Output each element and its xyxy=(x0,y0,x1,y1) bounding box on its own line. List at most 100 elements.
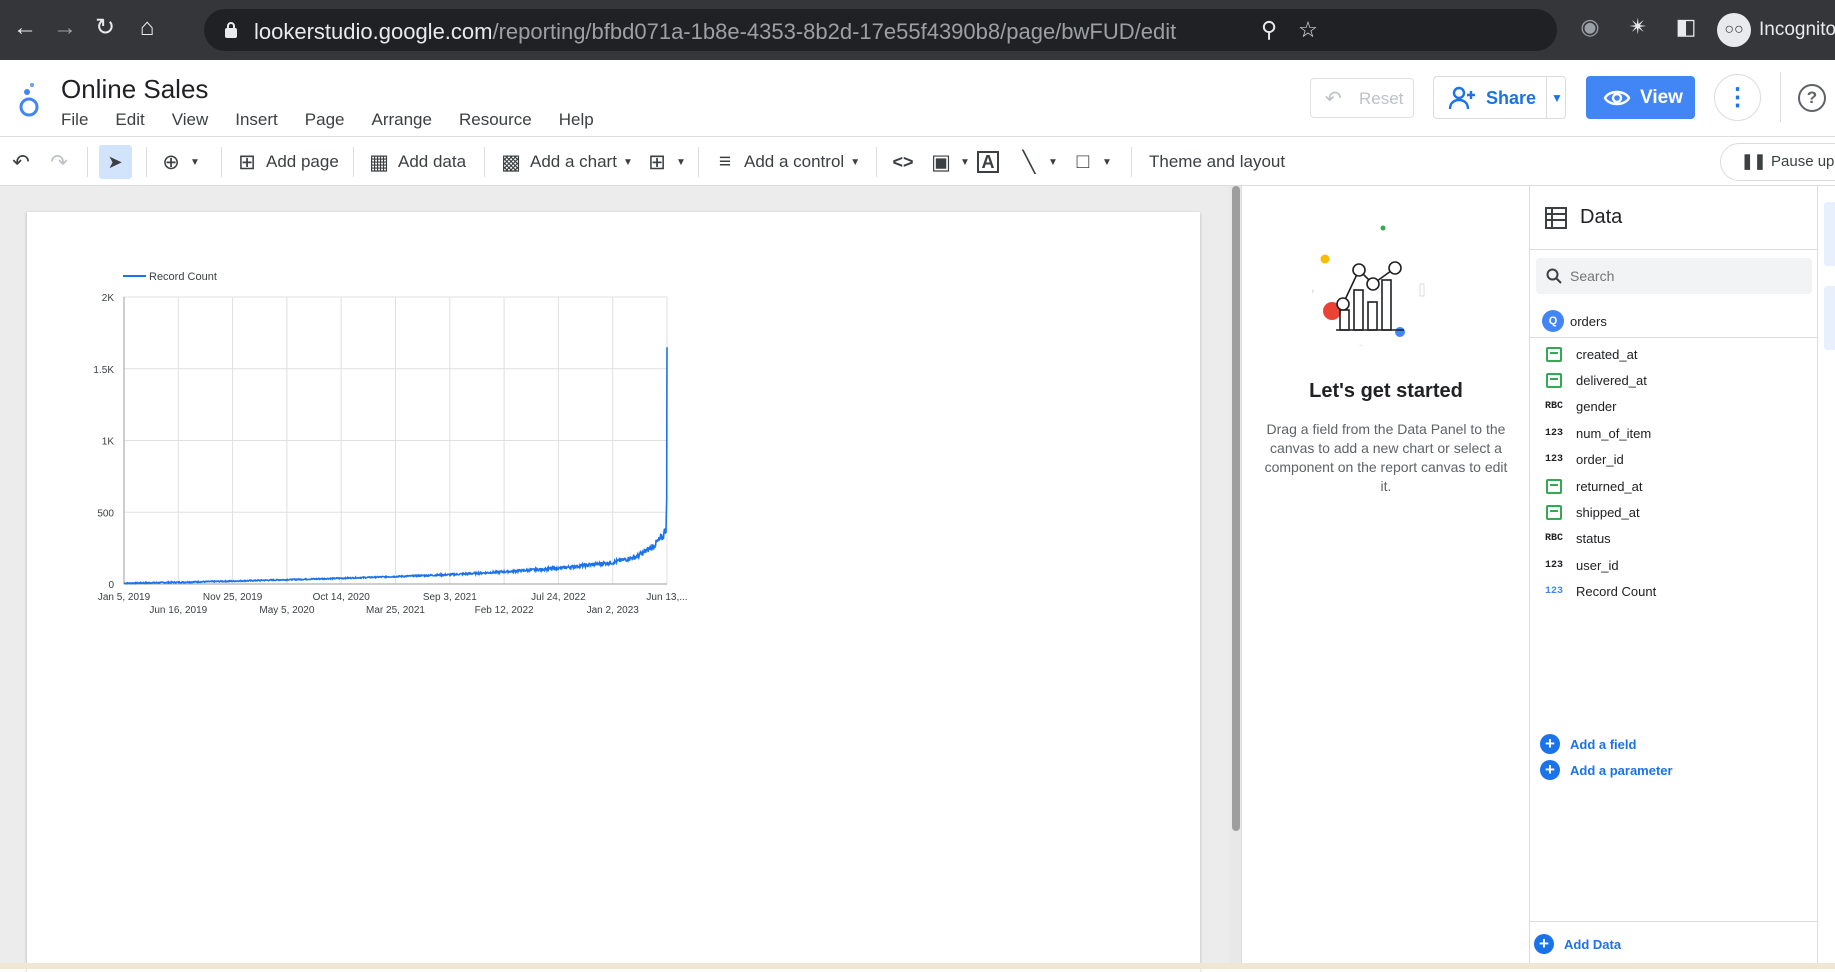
bookmark-star-icon[interactable]: ☆ xyxy=(1298,17,1318,42)
zoom-icon[interactable]: ⚲ xyxy=(1260,17,1278,42)
caret-down-icon: ▼ xyxy=(190,156,200,168)
back-icon[interactable]: ← xyxy=(13,14,37,41)
plus-icon: + xyxy=(1540,760,1560,780)
menu-file[interactable]: File xyxy=(61,110,89,129)
view-label: View xyxy=(1640,87,1683,108)
shape-tool[interactable]: □ ▼ xyxy=(1070,145,1112,179)
add-control-label: Add a control xyxy=(744,152,845,171)
field-search[interactable] xyxy=(1536,258,1812,294)
theme-layout-button[interactable]: Theme and layout xyxy=(1149,145,1285,179)
number-type-icon: 123 xyxy=(1544,559,1563,571)
pause-label: Pause upd xyxy=(1771,153,1835,170)
add-control-button[interactable]: ≡ Add a control ▼ xyxy=(712,145,860,179)
field-item[interactable]: RBC status xyxy=(1530,526,1818,552)
extensions-icon[interactable]: ✴ xyxy=(1628,14,1648,39)
toolbar-divider xyxy=(146,147,147,177)
menu-view[interactable]: View xyxy=(171,110,209,129)
share-button[interactable]: Share ▼ xyxy=(1433,76,1566,119)
caret-down-icon: ▼ xyxy=(1048,156,1058,168)
line-tool[interactable]: ╲ ▼ xyxy=(1016,145,1058,179)
more-options-icon[interactable]: ⋮ xyxy=(1714,74,1761,121)
add-data-button[interactable]: ▦ Add data xyxy=(366,145,466,179)
field-item[interactable]: shipped_at xyxy=(1530,499,1818,525)
time-series-chart[interactable]: 0 500 1K 1.5K 2K Jan 5, 2019 Jun 16, 2019 Nov 2… xyxy=(87,262,827,682)
field-item[interactable]: 123 Record Count xyxy=(1530,579,1818,605)
field-item[interactable]: 123 user_id xyxy=(1530,552,1818,578)
menu-page[interactable]: Page xyxy=(304,110,345,129)
incognito-profile[interactable]: ○○ Incognito xyxy=(1717,12,1835,48)
x-tick-label: Jul 24, 2022 xyxy=(531,592,586,603)
rectangle-icon: □ xyxy=(1076,150,1090,173)
y-tick-label: 1.5K xyxy=(93,365,114,376)
address-bar[interactable]: lookerstudio.google.com/reporting/bfbd07… xyxy=(204,9,1557,51)
zoom-tool[interactable]: ⊕ ▼ xyxy=(158,145,200,179)
url-text[interactable]: lookerstudio.google.com/reporting/bfbd07… xyxy=(254,19,1177,44)
home-icon[interactable]: ⌂ xyxy=(139,14,155,41)
reload-icon[interactable]: ↻ xyxy=(94,14,116,41)
undo-icon[interactable]: ↶ xyxy=(12,150,30,174)
data-source-item[interactable]: Q orders xyxy=(1530,308,1818,338)
embed-code-icon[interactable]: <> xyxy=(892,151,914,172)
line-icon: ╲ xyxy=(1022,150,1036,174)
caret-down-icon: ▼ xyxy=(960,156,970,168)
caret-down-icon: ▼ xyxy=(622,156,633,168)
field-item[interactable]: 123 num_of_item xyxy=(1530,420,1818,446)
camera-icon[interactable]: ◉ xyxy=(1580,14,1600,39)
select-tool-button[interactable] xyxy=(99,145,132,179)
zoom-in-icon: ⊕ xyxy=(162,150,180,174)
field-name: gender xyxy=(1576,399,1617,415)
redo-icon[interactable]: ↷ xyxy=(50,150,68,174)
window-bottom-edge xyxy=(0,963,1835,969)
add-chart-label: Add a chart xyxy=(530,152,617,171)
profile-label: Incognito xyxy=(1759,19,1835,40)
help-icon[interactable]: ? xyxy=(1798,84,1826,112)
add-parameter-button[interactable]: + Add a parameter xyxy=(1540,757,1673,783)
number-type-icon: 123 xyxy=(1544,586,1563,598)
menu-edit[interactable]: Edit xyxy=(115,110,145,129)
forward-icon[interactable]: → xyxy=(53,14,77,41)
field-item[interactable]: RBC gender xyxy=(1530,394,1818,420)
menu-arrange[interactable]: Arrange xyxy=(371,110,432,129)
panel-tab[interactable] xyxy=(1824,202,1835,266)
plus-icon: + xyxy=(1540,734,1560,754)
image-tool[interactable]: ▣ ▼ xyxy=(928,145,970,179)
y-tick-label: 2K xyxy=(102,293,115,304)
toolbar-divider xyxy=(1131,147,1132,177)
view-button[interactable]: View xyxy=(1586,76,1695,119)
editor-toolbar: ↶ ↷ ➤ ⊕ ▼ ⊞ Add page ▦ Add data ▩ Add a char… xyxy=(0,136,1835,186)
reset-button[interactable]: ↶ Reset xyxy=(1310,78,1414,118)
canvas-scrollbar-thumb[interactable] xyxy=(1232,186,1240,831)
pause-updates-button[interactable]: ❚❚Pause upd xyxy=(1720,143,1835,181)
field-name: user_id xyxy=(1576,557,1619,573)
y-tick-label: 1K xyxy=(102,437,115,448)
x-tick-label: Jan 5, 2019 xyxy=(98,592,151,603)
field-name: status xyxy=(1576,531,1611,547)
report-page[interactable]: 0 500 1K 1.5K 2K Jan 5, 2019 Jun 16, 2019 Nov 2… xyxy=(27,212,1200,972)
menu-help[interactable]: Help xyxy=(558,110,594,129)
calendar-icon xyxy=(1546,478,1562,494)
menu-insert[interactable]: Insert xyxy=(235,110,278,129)
menu-resource[interactable]: Resource xyxy=(458,110,532,129)
search-input[interactable] xyxy=(1570,265,1800,287)
data-panel-header: Data xyxy=(1530,186,1818,250)
add-page-button[interactable]: ⊞ Add page xyxy=(234,145,339,179)
eye-icon xyxy=(1603,90,1631,106)
toolbar-divider xyxy=(87,147,88,177)
panel-tab[interactable] xyxy=(1824,286,1835,350)
share-dropdown-icon[interactable]: ▼ xyxy=(1546,77,1567,118)
field-item[interactable]: returned_at xyxy=(1530,473,1818,499)
report-canvas-area: 0 500 1K 1.5K 2K Jan 5, 2019 Jun 16, 2019 Nov 2… xyxy=(0,186,1240,972)
side-panel-icon[interactable]: ◧ xyxy=(1675,14,1697,39)
field-item[interactable]: created_at xyxy=(1530,341,1818,367)
field-item[interactable]: delivered_at xyxy=(1530,367,1818,393)
report-title[interactable]: Online Sales xyxy=(61,74,209,104)
add-chart-button[interactable]: ▩ Add a chart ▼ xyxy=(498,145,633,179)
data-panel-footer: + Add Data xyxy=(1530,921,1818,969)
reset-label: Reset xyxy=(1359,89,1404,108)
community-viz-button[interactable]: ⊞ ▼ xyxy=(644,145,686,179)
add-data-source-button[interactable]: + Add Data xyxy=(1534,931,1621,957)
text-box-icon[interactable]: A xyxy=(977,145,999,179)
data-source-name: orders xyxy=(1570,314,1607,329)
field-item[interactable]: 123 order_id xyxy=(1530,447,1818,473)
add-field-button[interactable]: + Add a field xyxy=(1540,731,1636,757)
